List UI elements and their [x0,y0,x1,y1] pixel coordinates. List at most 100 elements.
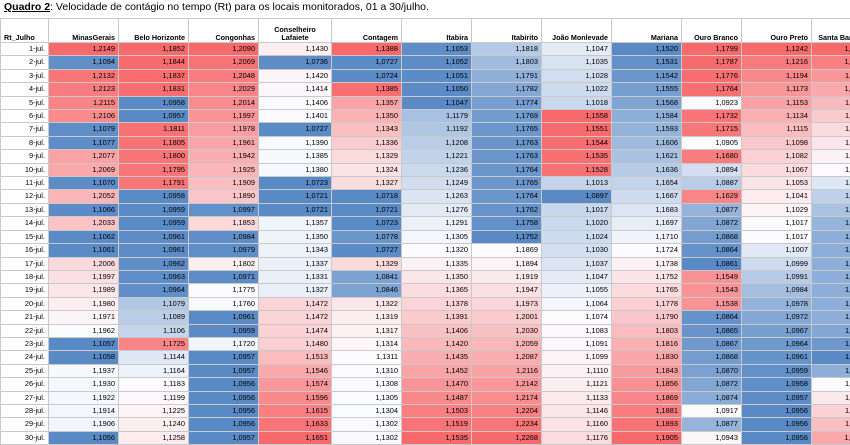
rt-value-cell: 1,0874 [682,391,742,404]
rt-value-cell: 1,1305 [402,230,472,243]
rt-value-cell: 1,1365 [402,284,472,297]
rt-value-cell: 1,1174 [812,123,850,136]
rt-value-cell: 1,0724 [332,69,402,82]
rt-value-cell: 1,1930 [49,378,119,391]
rt-value-cell: 1,2234 [472,418,542,431]
rt-value-cell: 1,1331 [259,270,332,283]
rt-value-cell: 1,2030 [472,324,542,337]
rt-value-cell: 1,1183 [119,378,189,391]
row-date: 8-jul. [1,136,49,149]
rt-value-cell: 1,1568 [612,96,682,109]
rt-value-cell: 1,1596 [259,391,332,404]
rt-value-cell: 1,1017 [742,217,812,230]
row-date: 25-jul. [1,364,49,377]
rt-value-cell: 1,1710 [612,230,682,243]
rt-value-cell: 1,1145 [812,244,850,257]
rt-value-cell: 1,1192 [402,123,472,136]
rt-value-cell: 1,1401 [259,110,332,123]
rt-value-cell: 1,1474 [259,324,332,337]
rt-value-cell: 1,1378 [402,297,472,310]
rt-value-cell: 1,2029 [189,83,259,96]
rt-value-cell: 1,2123 [49,83,119,96]
rt-value-cell: 1,1472 [259,297,332,310]
rt-value-cell: 1,1327 [332,177,402,190]
rt-value-cell: 1,1020 [542,217,612,230]
rt-value-cell: 1,0868 [682,230,742,243]
rt-value-cell: 1,0999 [742,257,812,270]
rt-value-cell: 1,1513 [259,351,332,364]
rt-value-cell: 1,1584 [612,110,682,123]
rt-value-cell: 1,0979 [189,244,259,257]
rt-value-cell: 1,2149 [49,43,119,56]
rt-value-cell: 1,1542 [612,69,682,82]
rt-value-cell: 1,1311 [332,351,402,364]
rt-value-cell: 1,1327 [259,284,332,297]
rt-value-cell: 1,1535 [542,150,612,163]
rt-value-cell: 1,1322 [332,297,402,310]
rt-value-cell: 1,0959 [189,324,259,337]
rt-value-cell: 1,1830 [612,351,682,364]
rt-value-cell: 1,1385 [259,150,332,163]
rt-value-cell: 1,1430 [259,43,332,56]
rt-value-cell: 1,1538 [682,297,742,310]
rt-value-cell: 1,1543 [682,284,742,297]
rt-value-cell: 1,1110 [542,364,612,377]
rt-value-cell: 1,1837 [119,69,189,82]
row-date: 22-jul. [1,324,49,337]
column-header: Ouro Branco [682,19,742,43]
rt-value-cell: 1,1894 [472,257,542,270]
rt-value-cell: 1,1047 [402,96,472,109]
rt-value-cell: 1,0897 [542,190,612,203]
rt-value-cell: 1,1329 [332,150,402,163]
rt-value-cell: 1,0864 [682,244,742,257]
row-date: 17-jul. [1,257,49,270]
rt-value-cell: 1,1802 [189,257,259,270]
row-date: 12-jul. [1,190,49,203]
rt-value-cell: 1,1914 [49,404,119,417]
rt-value-cell: 1,1074 [542,311,612,324]
row-date: 7-jul. [1,123,49,136]
row-date: 13-jul. [1,203,49,216]
rt-value-cell: 1,0727 [332,56,402,69]
rt-value-cell: 1,1380 [259,163,332,176]
rt-value-cell: 1,1799 [682,43,742,56]
row-date: 29-jul. [1,418,49,431]
rt-value-cell: 1,1335 [402,257,472,270]
rt-value-cell: 1,0870 [682,364,742,377]
rt-value-cell: 1,1764 [682,83,742,96]
rt-value-cell: 1,0956 [742,431,812,444]
rt-value-cell: 1,1013 [542,177,612,190]
rt-value-cell: 1,0957 [742,391,812,404]
rt-value-cell: 1,0721 [332,203,402,216]
rt-value-cell: 1,2052 [49,190,119,203]
rt-value-cell: 1,0877 [682,203,742,216]
rt-value-cell: 1,1199 [119,391,189,404]
rt-value-cell: 1,1098 [742,136,812,149]
rt-value-cell: 1,1017 [742,230,812,243]
rt-value-cell: 1,1391 [402,311,472,324]
row-date: 15-jul. [1,230,49,243]
rt-value-cell: 1,1182 [812,110,850,123]
rt-value-cell: 1,1776 [682,69,742,82]
rt-value-cell: 1,0894 [682,163,742,176]
rt-value-cell: 1,1997 [189,110,259,123]
rt-value-cell: 1,1791 [119,177,189,190]
rt-value-cell: 1,1079 [49,123,119,136]
row-date: 4-jul. [1,83,49,96]
rt-value-cell: 1,0865 [682,324,742,337]
rt-value-cell: 1,0984 [189,230,259,243]
rt-value-cell: 1,1167 [812,391,850,404]
column-header: João Monlevade [542,19,612,43]
row-date: 3-jul. [1,69,49,82]
rt-value-cell: 1,1336 [332,136,402,149]
rt-value-cell: 1,1221 [402,150,472,163]
rt-value-cell: 1,1470 [402,378,472,391]
rt-value-cell: 1,0961 [189,311,259,324]
rt-value-cell: 1,1037 [542,257,612,270]
rt-value-cell: 1,1758 [472,217,542,230]
